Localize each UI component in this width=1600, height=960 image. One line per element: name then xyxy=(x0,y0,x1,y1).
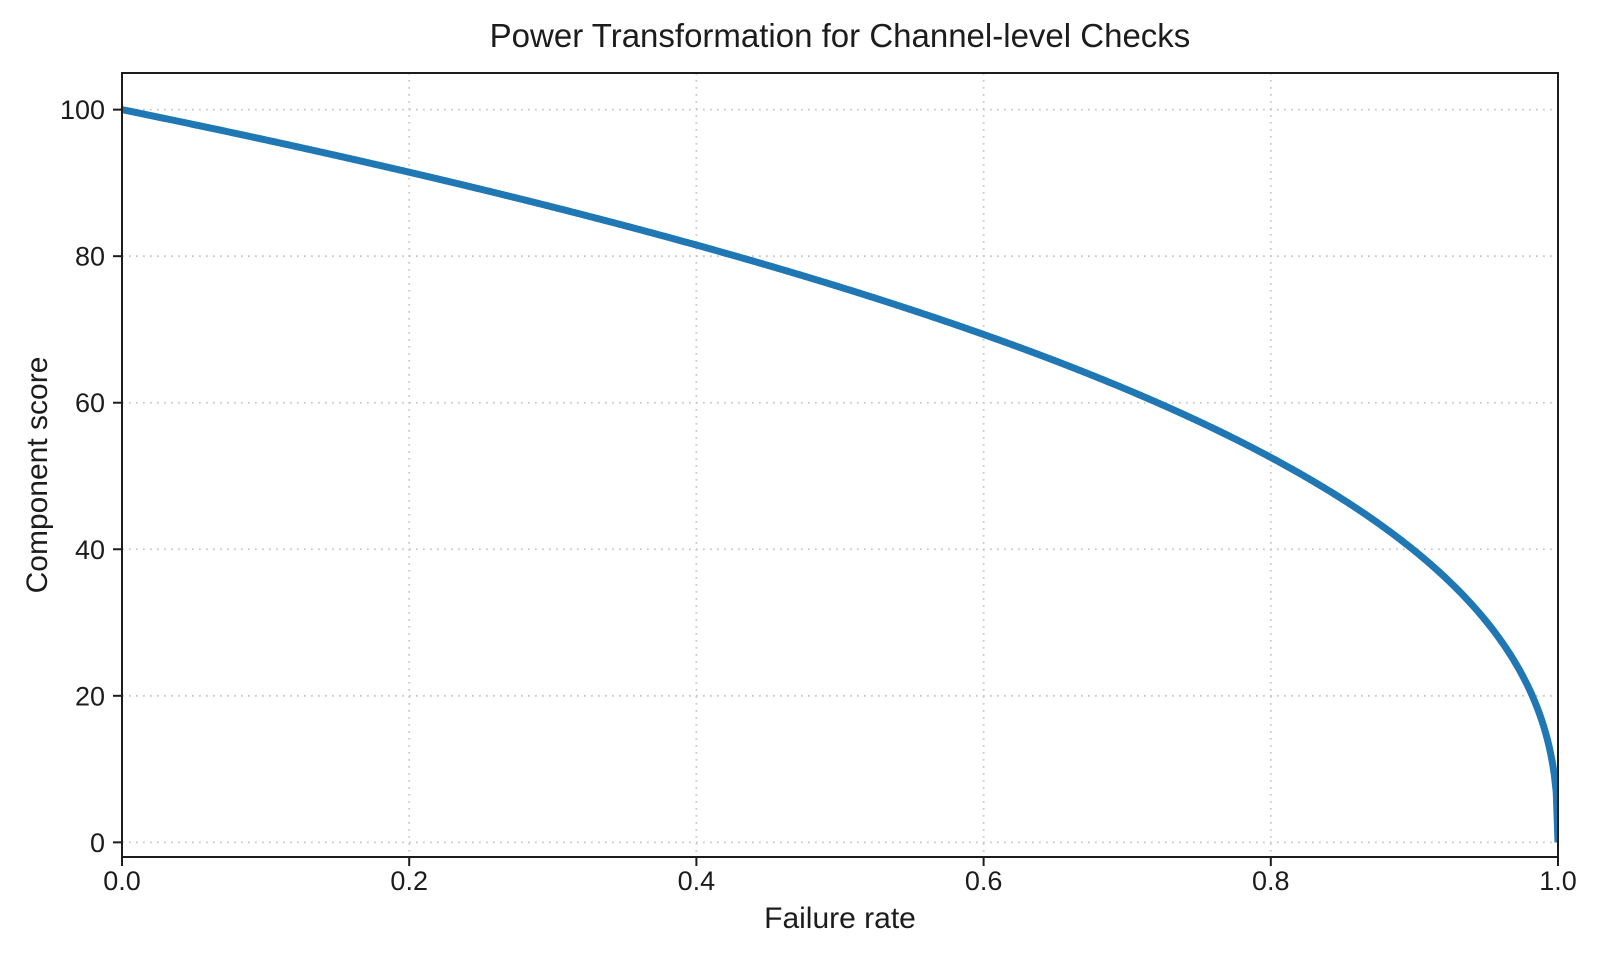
y-tick-label: 0 xyxy=(90,828,105,858)
x-tick-label: 0.2 xyxy=(390,866,428,896)
plot-border-spines xyxy=(121,72,1559,858)
x-tick-label: 0.0 xyxy=(103,866,141,896)
tick-labels: 0.0 0.2 0.4 0.6 0.8 1.0 0 20 40 60 80 100 xyxy=(60,95,1577,896)
line-series-path xyxy=(122,106,1558,843)
x-axis-label: Failure rate xyxy=(764,902,916,935)
y-axis-label: Component score xyxy=(21,356,54,594)
x-tick-label: 0.6 xyxy=(965,866,1003,896)
x-tick-label: 0.8 xyxy=(1252,866,1290,896)
y-tick-label: 60 xyxy=(75,388,105,418)
y-tick-label: 80 xyxy=(75,242,105,272)
x-tick-label: 0.4 xyxy=(678,866,716,896)
chart-title: Power Transformation for Channel-level C… xyxy=(489,17,1191,54)
y-tick-label: 100 xyxy=(60,95,105,125)
y-tick-label: 40 xyxy=(75,535,105,565)
grid-lines xyxy=(121,73,1559,857)
y-tick-label: 20 xyxy=(75,681,105,711)
series-line xyxy=(122,106,1558,843)
axes-spines-and-ticks xyxy=(113,72,1559,866)
x-tick-label: 1.0 xyxy=(1539,866,1577,896)
